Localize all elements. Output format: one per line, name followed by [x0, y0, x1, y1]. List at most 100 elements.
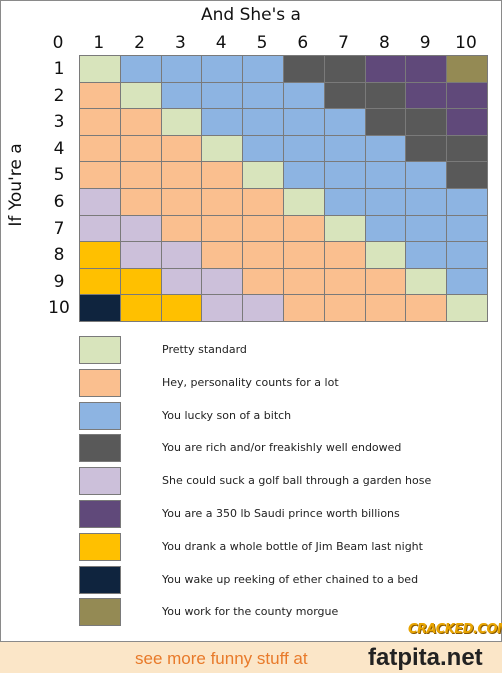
column-tick-label: 3: [174, 33, 186, 53]
heatmap-cell: [405, 241, 448, 269]
heatmap-cell: [283, 134, 325, 163]
heatmap-cell: [323, 134, 366, 163]
heatmap-cell: [283, 267, 325, 296]
footer-banner[interactable]: see more funny stuff at fatpita.net: [0, 642, 502, 673]
legend-label: You are rich and/or freakishly well endo…: [162, 441, 402, 455]
column-tick-label: 6: [297, 33, 309, 53]
heatmap-cell: [405, 108, 448, 136]
heatmap-cell: [242, 214, 284, 243]
legend-label: She could suck a golf ball through a gar…: [162, 474, 432, 488]
row-tick-label: 2: [53, 85, 65, 106]
row-tick-label: 7: [53, 218, 65, 239]
heatmap-cell: [79, 134, 121, 163]
legend-swatch: [79, 434, 121, 463]
heatmap-cell: [79, 294, 121, 322]
heatmap-cell: [201, 81, 244, 110]
heatmap-cell: [405, 214, 448, 243]
row-tick-label: 3: [53, 112, 65, 133]
footer-text: see more funny stuff at: [135, 649, 308, 668]
heatmap-cell: [323, 108, 366, 136]
legend-swatch: [79, 401, 121, 430]
heatmap-cell: [201, 188, 244, 216]
heatmap-cell: [405, 134, 448, 163]
heatmap-cell: [160, 188, 203, 216]
heatmap-cell: [283, 108, 325, 136]
heatmap-cell: [201, 134, 244, 163]
column-tick-label: 10: [455, 33, 477, 53]
heatmap-cell: [201, 294, 244, 322]
heatmap-cell: [364, 81, 407, 110]
heatmap-cell: [160, 214, 203, 243]
heatmap-cell: [283, 81, 325, 110]
heatmap-cell: [160, 81, 203, 110]
heatmap-cell: [405, 294, 448, 322]
legend-label: You drank a whole bottle of Jim Beam las…: [162, 539, 423, 553]
row-tick-label: 10: [48, 298, 70, 319]
cracked-logo: CRACKED.COM: [408, 622, 502, 637]
heatmap-cell: [119, 294, 162, 322]
legend-swatch: [79, 368, 121, 397]
heatmap-cell: [323, 214, 366, 243]
heatmap-cell: [446, 294, 488, 322]
legend-swatch: [79, 532, 121, 561]
heatmap-cell: [242, 267, 284, 296]
heatmap-cell: [160, 161, 203, 189]
heatmap-cell: [79, 267, 121, 296]
heatmap-cell: [323, 81, 366, 110]
column-tick-label: 0: [52, 33, 64, 53]
heatmap-cell: [79, 108, 121, 136]
heatmap-cell: [405, 55, 448, 83]
heatmap-cell: [446, 188, 488, 216]
column-tick-label: 4: [215, 33, 227, 53]
row-tick-label: 5: [53, 165, 65, 186]
row-tick-label: 6: [53, 192, 65, 212]
heatmap-cell: [323, 55, 366, 83]
heatmap-cell: [323, 161, 366, 189]
heatmap-cell: [323, 267, 366, 296]
heatmap-cell: [283, 188, 325, 216]
legend-swatch: [79, 467, 121, 496]
heatmap-cell: [364, 294, 407, 322]
legend-label: You are a 350 lb Saudi prince worth bill…: [162, 507, 400, 520]
heatmap-cell: [323, 241, 366, 269]
heatmap-cell: [201, 55, 244, 83]
heatmap-cell: [79, 161, 121, 189]
row-tick-label: 8: [53, 245, 65, 266]
column-tick-label: 8: [378, 33, 390, 53]
legend-swatch: [79, 500, 121, 528]
heatmap-cell: [201, 108, 244, 136]
heatmap-cell: [119, 81, 162, 110]
heatmap-cell: [201, 241, 244, 269]
heatmap-cell: [119, 55, 162, 83]
y-axis-label: If You're a: [6, 143, 26, 227]
heatmap-cell: [323, 294, 366, 322]
heatmap-cell: [160, 241, 203, 269]
heatmap-cell: [79, 188, 121, 216]
heatmap-cell: [405, 161, 448, 189]
column-tick-label: 1: [93, 33, 105, 53]
heatmap-cell: [283, 55, 325, 83]
footer-site-link[interactable]: fatpita.net: [368, 644, 483, 671]
heatmap-cell: [446, 134, 488, 163]
heatmap-cell: [160, 267, 203, 296]
heatmap-cell: [119, 188, 162, 216]
heatmap-cell: [201, 214, 244, 243]
heatmap-cell: [160, 134, 203, 163]
heatmap-cell: [201, 161, 244, 189]
heatmap-cell: [242, 188, 284, 216]
legend-label: You lucky son of a bitch: [162, 408, 292, 422]
heatmap-cell: [160, 294, 203, 322]
heatmap-cell: [405, 267, 448, 296]
heatmap-cell: [79, 55, 121, 83]
heatmap-cell: [364, 188, 407, 216]
column-tick-label: 9: [419, 33, 431, 53]
heatmap-cell: [364, 108, 407, 136]
heatmap-cell: [364, 134, 407, 163]
heatmap-cell: [364, 214, 407, 243]
legend-swatch: [79, 565, 121, 594]
heatmap-cell: [119, 161, 162, 189]
heatmap-cell: [364, 161, 407, 189]
heatmap-cell: [119, 108, 162, 136]
heatmap-cell: [364, 267, 407, 296]
heatmap-cell: [323, 188, 366, 216]
